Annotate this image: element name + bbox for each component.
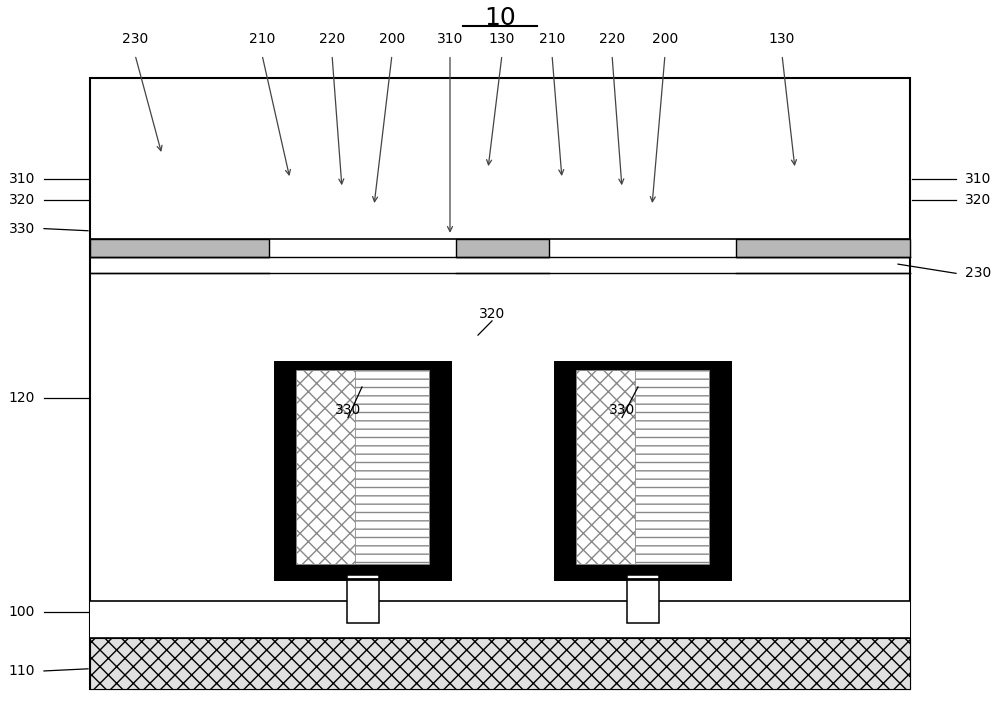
- Text: 110: 110: [9, 664, 35, 678]
- Bar: [90, 601, 910, 638]
- Bar: [555, 362, 730, 579]
- Text: 230: 230: [965, 266, 991, 280]
- Bar: [275, 362, 450, 579]
- Text: 130: 130: [489, 32, 515, 46]
- Bar: [736, 239, 910, 257]
- Bar: [355, 370, 429, 564]
- Text: 310: 310: [9, 172, 35, 186]
- Bar: [90, 78, 910, 689]
- Text: 320: 320: [965, 193, 991, 207]
- Text: 200: 200: [652, 32, 678, 46]
- Text: 310: 310: [437, 32, 463, 46]
- Text: 130: 130: [769, 32, 795, 46]
- Text: 330: 330: [335, 403, 361, 417]
- Text: 200: 200: [379, 32, 405, 46]
- Text: 210: 210: [539, 32, 565, 46]
- Bar: [576, 370, 635, 564]
- Text: 220: 220: [319, 32, 345, 46]
- Text: 120: 120: [9, 391, 35, 405]
- Text: 310: 310: [965, 172, 991, 186]
- Text: 10: 10: [484, 6, 516, 30]
- Bar: [635, 370, 709, 564]
- Text: 330: 330: [609, 403, 635, 417]
- Text: 320: 320: [479, 307, 505, 321]
- Bar: [626, 575, 658, 623]
- Text: 230: 230: [122, 32, 148, 46]
- Bar: [456, 239, 549, 257]
- Text: 220: 220: [599, 32, 625, 46]
- Bar: [347, 575, 379, 623]
- Text: 210: 210: [249, 32, 275, 46]
- Text: 100: 100: [9, 605, 35, 619]
- Bar: [296, 370, 355, 564]
- Text: 320: 320: [9, 193, 35, 207]
- Text: 330: 330: [9, 222, 35, 236]
- Bar: [90, 239, 269, 257]
- Bar: [275, 362, 450, 579]
- Bar: [555, 362, 730, 579]
- Bar: [90, 638, 910, 689]
